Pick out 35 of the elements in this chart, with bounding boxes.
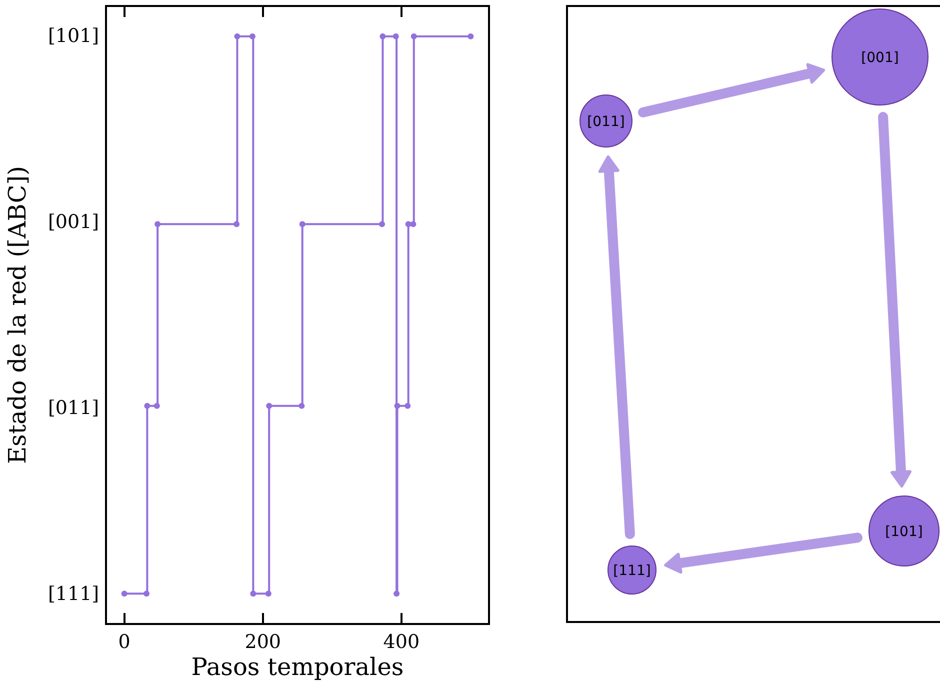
point (121, 590, 128, 597)
point (154, 221, 161, 228)
point (143, 590, 150, 597)
point (265, 590, 272, 597)
category-label: [001] (48, 211, 100, 233)
point (298, 402, 305, 409)
text: [111] (613, 563, 651, 579)
point (266, 402, 272, 409)
point (394, 590, 400, 597)
point (144, 402, 150, 409)
point (250, 590, 256, 597)
point (299, 221, 306, 228)
y-axis-title: Estado de la red ([ABC]) (4, 166, 32, 464)
category-label: [111] (48, 583, 100, 605)
text: [001] (861, 50, 899, 66)
category-label: [011] (48, 397, 100, 419)
point (380, 33, 386, 40)
text: [011] (587, 114, 625, 130)
x-tick-label: 0 (118, 630, 130, 653)
point (394, 402, 400, 409)
point (404, 402, 411, 409)
point (234, 221, 240, 228)
point (468, 33, 474, 40)
x-tick-label: 400 (383, 630, 420, 653)
point (379, 221, 386, 228)
point (249, 33, 256, 40)
point (154, 402, 160, 409)
category-label: [101] (48, 25, 100, 47)
point (410, 221, 416, 228)
text: [101] (885, 524, 923, 540)
point (392, 33, 399, 40)
point (234, 33, 240, 40)
x-axis-title: Pasos temporales (191, 652, 404, 681)
point (410, 33, 417, 40)
x-tick-label: 200 (244, 630, 281, 653)
